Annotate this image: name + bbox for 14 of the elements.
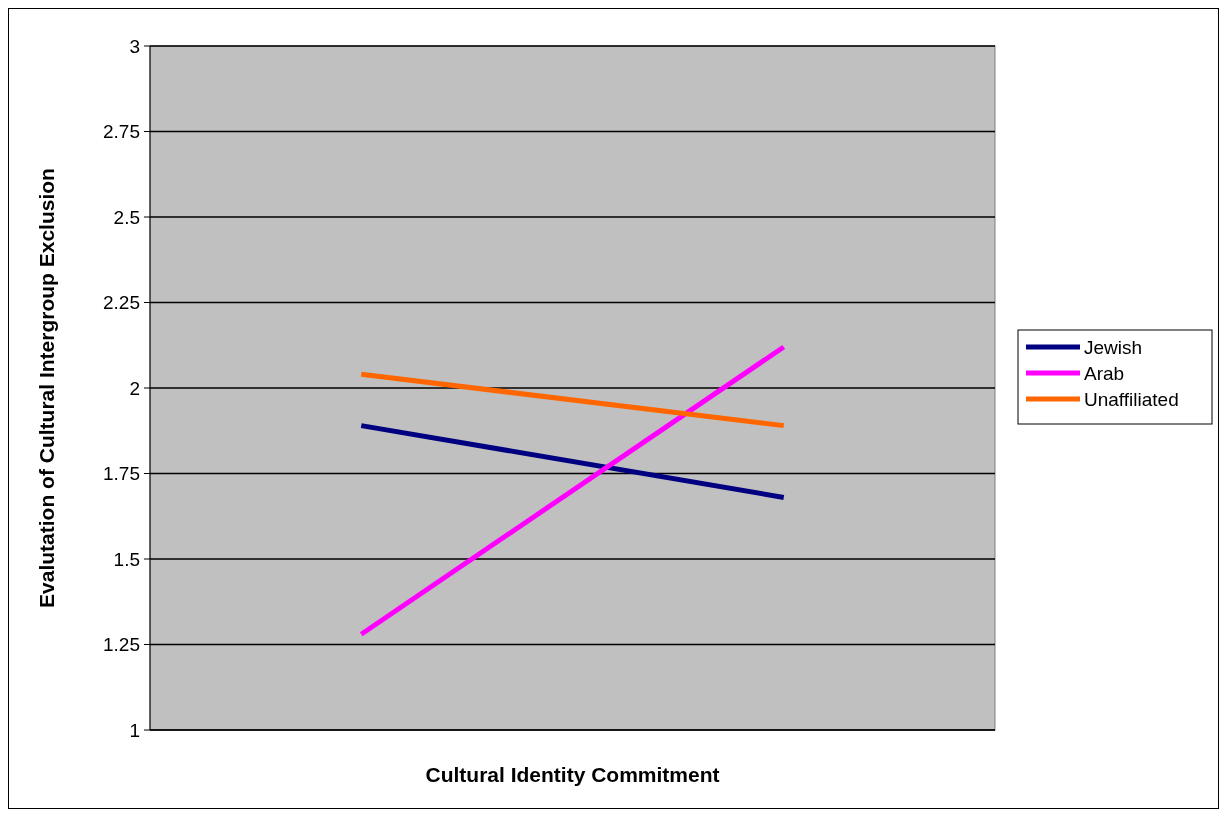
y-axis-title: Evalutation of Cultural Intergroup Exclusion xyxy=(35,168,58,608)
y-tick-label: 1.25 xyxy=(103,634,140,656)
y-tick-label: 1 xyxy=(129,719,140,741)
y-tick-label: 2.25 xyxy=(103,292,140,314)
y-tick-label: 3 xyxy=(129,35,140,57)
legend-label: Unaffiliated xyxy=(1084,388,1179,410)
y-tick-label: 1.75 xyxy=(103,463,140,485)
legend-label: Jewish xyxy=(1084,336,1143,358)
legend-label: Arab xyxy=(1084,362,1125,384)
y-tick-label: 2 xyxy=(129,377,140,399)
x-axis-title: Cultural Identity Commitment xyxy=(425,763,720,786)
y-tick-label: 1.5 xyxy=(113,548,140,570)
y-tick-label: 2.75 xyxy=(103,121,140,143)
y-tick-label: 2.5 xyxy=(113,206,140,228)
